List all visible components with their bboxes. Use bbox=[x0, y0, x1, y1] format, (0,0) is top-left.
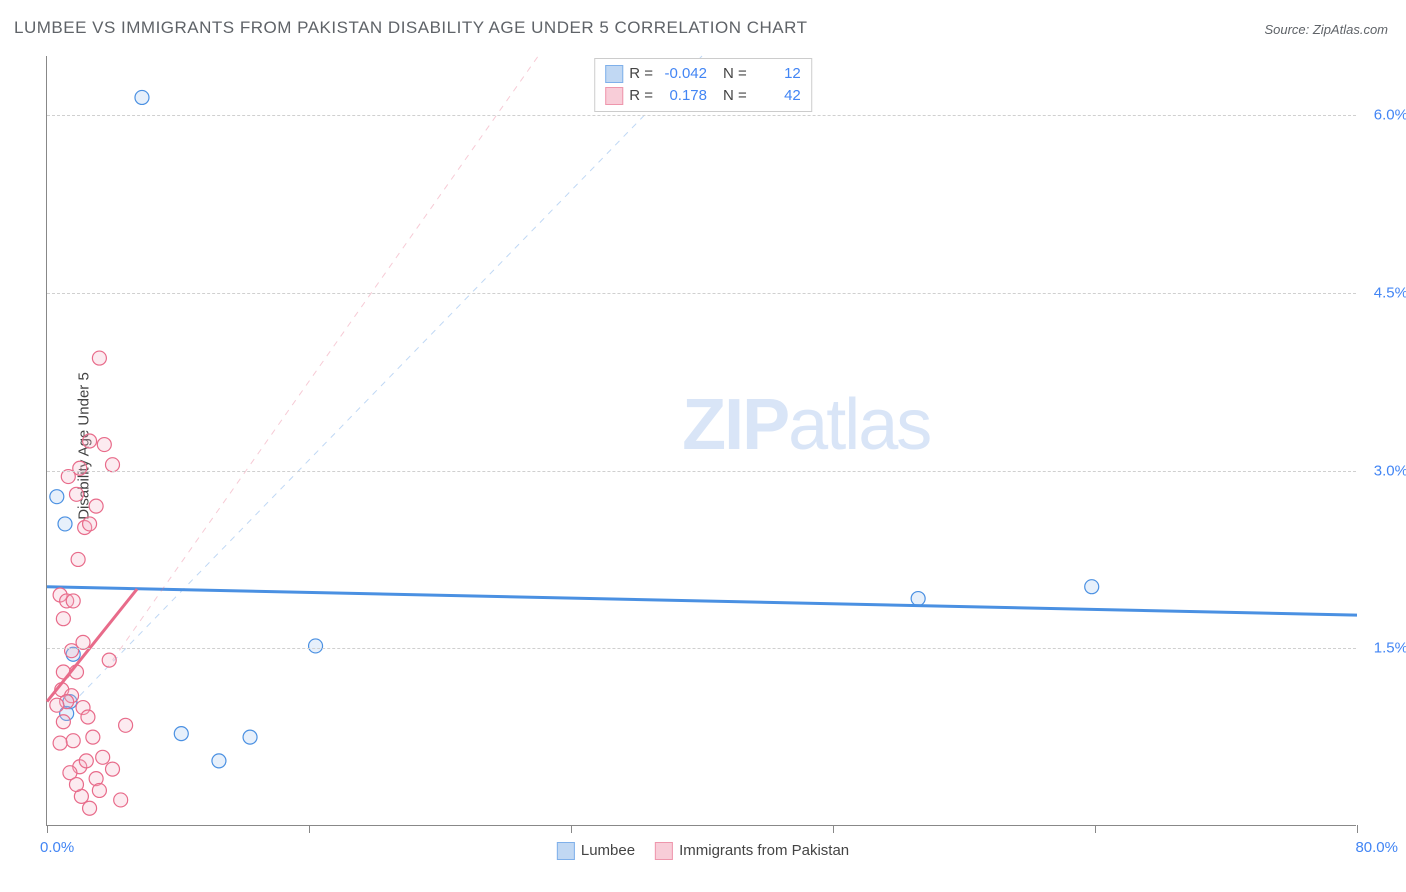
trend-line bbox=[47, 589, 137, 702]
guide-line bbox=[113, 56, 539, 660]
gridline bbox=[47, 648, 1356, 649]
legend-series-label: Lumbee bbox=[581, 842, 635, 859]
gridline bbox=[47, 471, 1356, 472]
trend-line bbox=[47, 587, 1357, 615]
legend-swatch bbox=[605, 87, 623, 105]
legend-swatch bbox=[557, 842, 575, 860]
data-point bbox=[69, 778, 83, 792]
data-point bbox=[83, 517, 97, 531]
data-point bbox=[243, 730, 257, 744]
data-point bbox=[114, 793, 128, 807]
data-point bbox=[58, 517, 72, 531]
x-tick bbox=[309, 825, 310, 833]
legend-correlation-row: R = 0.178 N = 42 bbox=[605, 85, 801, 107]
data-point bbox=[61, 470, 75, 484]
data-point bbox=[56, 715, 70, 729]
data-point bbox=[911, 592, 925, 606]
data-point bbox=[66, 594, 80, 608]
chart-title: LUMBEE VS IMMIGRANTS FROM PAKISTAN DISAB… bbox=[14, 18, 808, 38]
data-point bbox=[97, 438, 111, 452]
data-point bbox=[76, 635, 90, 649]
data-point bbox=[79, 754, 93, 768]
legend-r-label: R = bbox=[629, 85, 653, 107]
data-point bbox=[119, 718, 133, 732]
x-tick bbox=[47, 825, 48, 833]
data-point bbox=[212, 754, 226, 768]
data-point bbox=[50, 490, 64, 504]
data-point bbox=[1085, 580, 1099, 594]
data-point bbox=[92, 783, 106, 797]
y-tick-label: 4.5% bbox=[1374, 284, 1406, 301]
legend-r-value: 0.178 bbox=[659, 85, 707, 107]
y-tick-label: 6.0% bbox=[1374, 107, 1406, 124]
legend-n-value: 12 bbox=[753, 63, 801, 85]
x-tick bbox=[1095, 825, 1096, 833]
legend-swatch bbox=[655, 842, 673, 860]
legend-r-value: -0.042 bbox=[659, 63, 707, 85]
legend-series-item: Lumbee bbox=[557, 842, 635, 860]
legend-r-label: R = bbox=[629, 63, 653, 85]
data-point bbox=[71, 552, 85, 566]
data-point bbox=[135, 90, 149, 104]
x-tick bbox=[1357, 825, 1358, 833]
legend-correlation: R = -0.042 N = 12 R = 0.178 N = 42 bbox=[594, 58, 812, 112]
gridline bbox=[47, 293, 1356, 294]
data-point bbox=[96, 750, 110, 764]
data-point bbox=[106, 762, 120, 776]
data-point bbox=[92, 351, 106, 365]
legend-swatch bbox=[605, 65, 623, 83]
data-point bbox=[174, 727, 188, 741]
legend-n-label: N = bbox=[723, 85, 747, 107]
y-tick-label: 1.5% bbox=[1374, 640, 1406, 657]
data-point bbox=[66, 734, 80, 748]
legend-n-label: N = bbox=[723, 63, 747, 85]
legend-series-label: Immigrants from Pakistan bbox=[679, 842, 849, 859]
plot-svg bbox=[47, 56, 1356, 825]
data-point bbox=[86, 730, 100, 744]
legend-series-item: Immigrants from Pakistan bbox=[655, 842, 849, 860]
data-point bbox=[69, 487, 83, 501]
data-point bbox=[83, 801, 97, 815]
data-point bbox=[56, 612, 70, 626]
data-point bbox=[81, 710, 95, 724]
x-axis-max-label: 80.0% bbox=[1355, 839, 1398, 856]
data-point bbox=[309, 639, 323, 653]
source-label: Source: ZipAtlas.com bbox=[1264, 22, 1388, 37]
legend-n-value: 42 bbox=[753, 85, 801, 107]
data-point bbox=[106, 458, 120, 472]
data-point bbox=[102, 653, 116, 667]
x-tick bbox=[833, 825, 834, 833]
legend-series: Lumbee Immigrants from Pakistan bbox=[557, 842, 849, 860]
legend-correlation-row: R = -0.042 N = 12 bbox=[605, 63, 801, 85]
data-point bbox=[89, 499, 103, 513]
gridline bbox=[47, 115, 1356, 116]
x-tick bbox=[571, 825, 572, 833]
data-point bbox=[53, 736, 67, 750]
y-tick-label: 3.0% bbox=[1374, 462, 1406, 479]
plot-area: ZIPatlas 1.5%3.0%4.5%6.0% bbox=[46, 56, 1356, 826]
data-point bbox=[50, 698, 64, 712]
data-point bbox=[83, 434, 97, 448]
x-axis-min-label: 0.0% bbox=[40, 839, 74, 856]
